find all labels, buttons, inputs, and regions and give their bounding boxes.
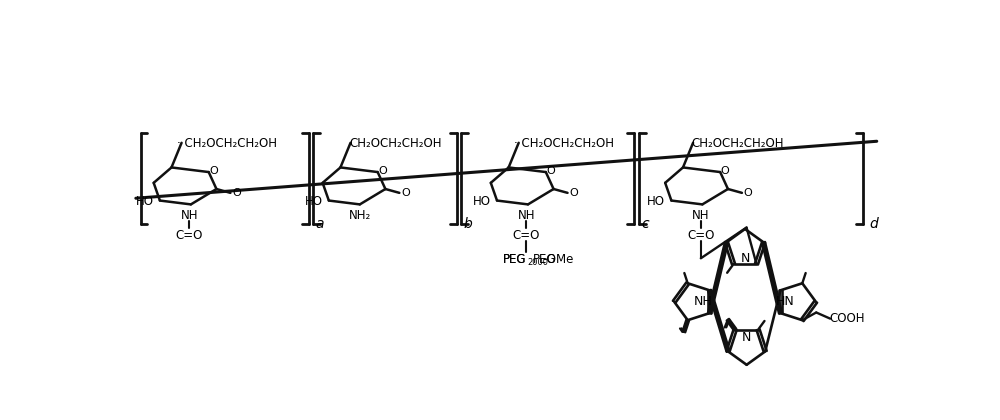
Text: -OMe: -OMe [542,253,573,266]
Text: O: O [546,166,555,176]
Text: PEG: PEG [503,253,526,266]
Text: d: d [870,218,879,231]
Text: NH₂: NH₂ [349,209,371,222]
Text: PEG: PEG [533,253,557,266]
Text: a: a [316,218,324,231]
Text: C=O: C=O [513,229,540,241]
Text: PEG: PEG [503,253,526,266]
Text: N: N [742,331,751,344]
Text: NH: NH [181,209,198,222]
Text: O: O [232,188,241,198]
Text: HO: HO [305,195,323,208]
Text: O: O [378,166,387,176]
Text: CH₂OCH₂CH₂OH: CH₂OCH₂CH₂OH [349,137,442,150]
Text: NH: NH [692,209,710,222]
Text: · CH₂OCH₂CH₂OH: · CH₂OCH₂CH₂OH [177,137,277,150]
Text: c: c [641,218,649,231]
Text: NH: NH [518,209,535,222]
Text: C=O: C=O [687,229,715,241]
Text: O: O [209,166,218,176]
Text: O: O [744,188,752,198]
Text: COOH: COOH [830,312,865,325]
Text: CH₂OCH₂CH₂OH: CH₂OCH₂CH₂OH [692,137,784,150]
Text: C=O: C=O [176,229,203,241]
Text: HN: HN [775,295,794,308]
Text: HO: HO [647,195,665,208]
Text: N: N [740,252,750,265]
Text: b: b [464,218,472,231]
Text: O: O [401,188,410,198]
Text: O: O [569,188,578,198]
Text: HO: HO [473,195,491,208]
Text: HO: HO [136,195,154,208]
Text: 2000: 2000 [527,257,548,267]
Text: O: O [720,166,729,176]
Text: NH: NH [694,295,713,308]
Text: · CH₂OCH₂CH₂OH: · CH₂OCH₂CH₂OH [514,137,614,150]
